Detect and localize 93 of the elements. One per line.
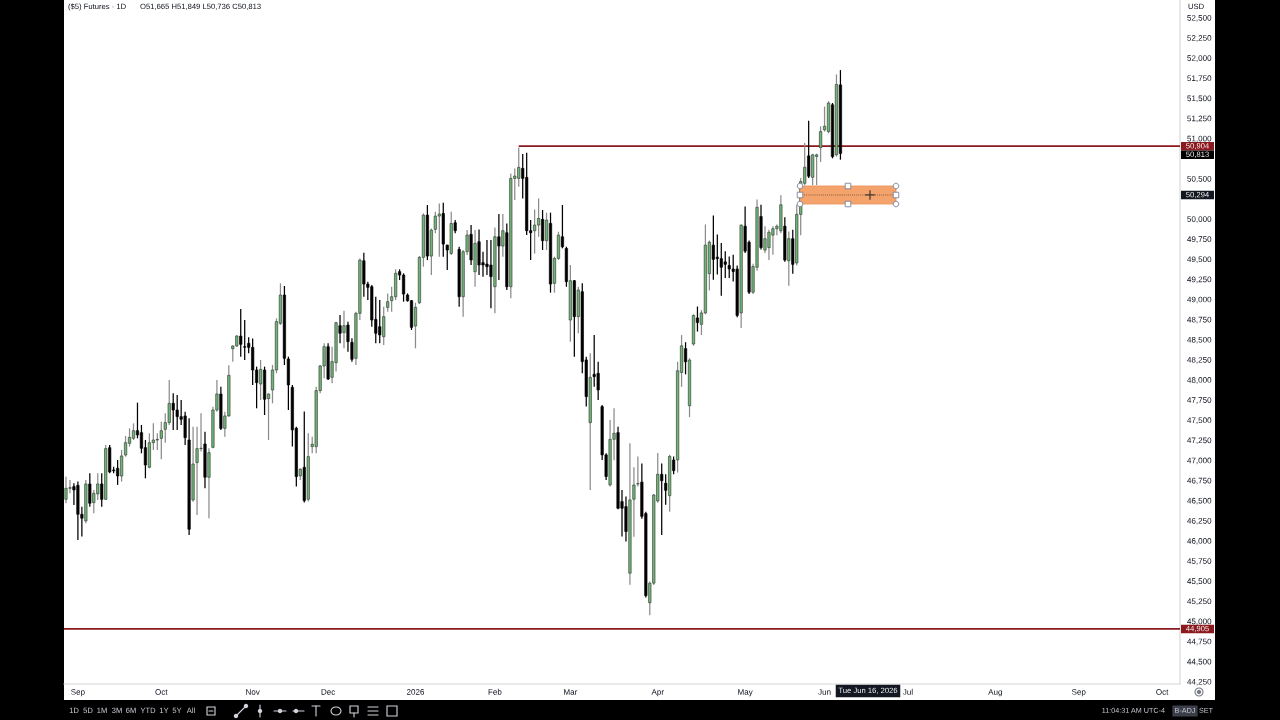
y-tick-label: 47,000 <box>1187 457 1212 465</box>
candlestick <box>497 213 501 281</box>
y-tick-label: 44,500 <box>1187 658 1212 666</box>
candlestick <box>394 268 398 301</box>
candlestick <box>171 392 175 431</box>
y-tick-label: 49,500 <box>1187 256 1212 264</box>
y-tick-label: 51,250 <box>1187 115 1212 123</box>
y-tick-label: 51,500 <box>1187 95 1212 103</box>
y-tick-label: 46,500 <box>1187 497 1212 505</box>
candlestick <box>437 202 441 258</box>
x-tick-label: Jul <box>902 688 913 695</box>
candlestick <box>159 421 163 460</box>
candlestick <box>266 392 271 441</box>
candlestick <box>477 228 481 276</box>
y-tick-label: 49,750 <box>1187 236 1212 243</box>
y-tick-label: 48,500 <box>1187 336 1212 344</box>
candlestick <box>592 334 596 388</box>
candlestick <box>684 341 688 375</box>
candlestick <box>823 105 827 133</box>
candlestick <box>413 302 418 349</box>
y-tick-label: 52,250 <box>1187 35 1212 42</box>
candlestick <box>537 197 541 238</box>
candlestick <box>660 462 664 536</box>
candlestick <box>807 120 811 179</box>
y-tick-label: 51,000 <box>1187 135 1212 143</box>
x-tick-label: Oct <box>155 689 168 695</box>
candlestick <box>382 306 386 346</box>
candlestick <box>402 272 406 303</box>
candlestick <box>338 314 342 344</box>
x-tick-label: Apr <box>651 689 664 697</box>
x-tick-label: Mar <box>564 689 578 695</box>
x-tick-label: Oct <box>1156 689 1169 695</box>
candlestick <box>378 299 382 344</box>
y-tick-label: 47,750 <box>1187 397 1212 404</box>
candlestick <box>560 204 564 249</box>
candlestick <box>811 153 815 186</box>
y-tick-label: 44,750 <box>1187 638 1212 646</box>
candlestick <box>815 153 819 186</box>
candlestick <box>88 472 92 508</box>
candlestick <box>517 146 521 188</box>
candlestick <box>489 239 493 309</box>
y-tick-label: 48,000 <box>1187 377 1212 384</box>
y-tick-label: 46,750 <box>1187 477 1212 485</box>
x-tick-label: May <box>738 689 753 697</box>
y-tick-label: 45,250 <box>1187 598 1212 606</box>
candlestick <box>501 213 505 258</box>
y-tick-label: 52,500 <box>1187 15 1212 22</box>
candlestick <box>96 472 100 501</box>
candlestick <box>362 252 366 298</box>
candlestick <box>545 212 549 251</box>
candlestick <box>771 225 775 256</box>
candlestick <box>175 394 179 431</box>
y-tick-label: 51,750 <box>1187 75 1212 83</box>
y-tick-label: 46,250 <box>1187 517 1212 525</box>
candlestick <box>243 319 247 361</box>
candlestick <box>100 472 104 508</box>
x-tick-label: Sep <box>1071 689 1086 697</box>
candlestick <box>239 308 243 358</box>
y-tick-label: 45,000 <box>1187 618 1212 626</box>
x-tick-label: Sep <box>71 689 85 697</box>
candlestick <box>664 473 668 506</box>
candlestick <box>767 229 771 261</box>
candlestick <box>116 459 120 486</box>
x-tick-label: 2026 <box>406 689 425 695</box>
candlestick <box>723 250 727 279</box>
y-tick-label: 44,250 <box>1187 678 1212 686</box>
candlestick <box>541 209 545 251</box>
x-tick-label: Dec <box>321 689 336 695</box>
y-tick-label: 46,000 <box>1187 538 1212 545</box>
y-tick-label: 50,500 <box>1187 175 1212 183</box>
candlestick <box>259 359 263 401</box>
x-tick-label: Nov <box>246 689 260 695</box>
candlestick <box>715 233 719 276</box>
candlestick <box>342 310 346 349</box>
x-tick-label: Jun <box>818 689 831 695</box>
x-tick-label: Aug <box>988 689 1002 697</box>
y-tick-label: 49,250 <box>1187 276 1212 284</box>
y-tick-label: 50,000 <box>1187 216 1212 223</box>
y-tick-label: 45,500 <box>1187 578 1212 585</box>
candlestick <box>711 214 715 281</box>
candlestick <box>727 255 731 279</box>
candlestick <box>64 476 68 504</box>
y-tick-label: 48,750 <box>1187 316 1212 324</box>
y-tick-label: 49,000 <box>1187 296 1212 304</box>
candlestick <box>819 125 823 163</box>
y-tick-label: 52,000 <box>1187 55 1212 62</box>
candlestick <box>787 230 791 287</box>
y-tick-label: 48,250 <box>1187 357 1212 364</box>
y-tick-label: 47,250 <box>1187 437 1212 445</box>
y-tick-label: 47,500 <box>1187 417 1212 425</box>
y-tick-label: 45,750 <box>1187 558 1212 565</box>
candlestick <box>695 305 699 333</box>
x-tick-label: Feb <box>488 688 502 695</box>
